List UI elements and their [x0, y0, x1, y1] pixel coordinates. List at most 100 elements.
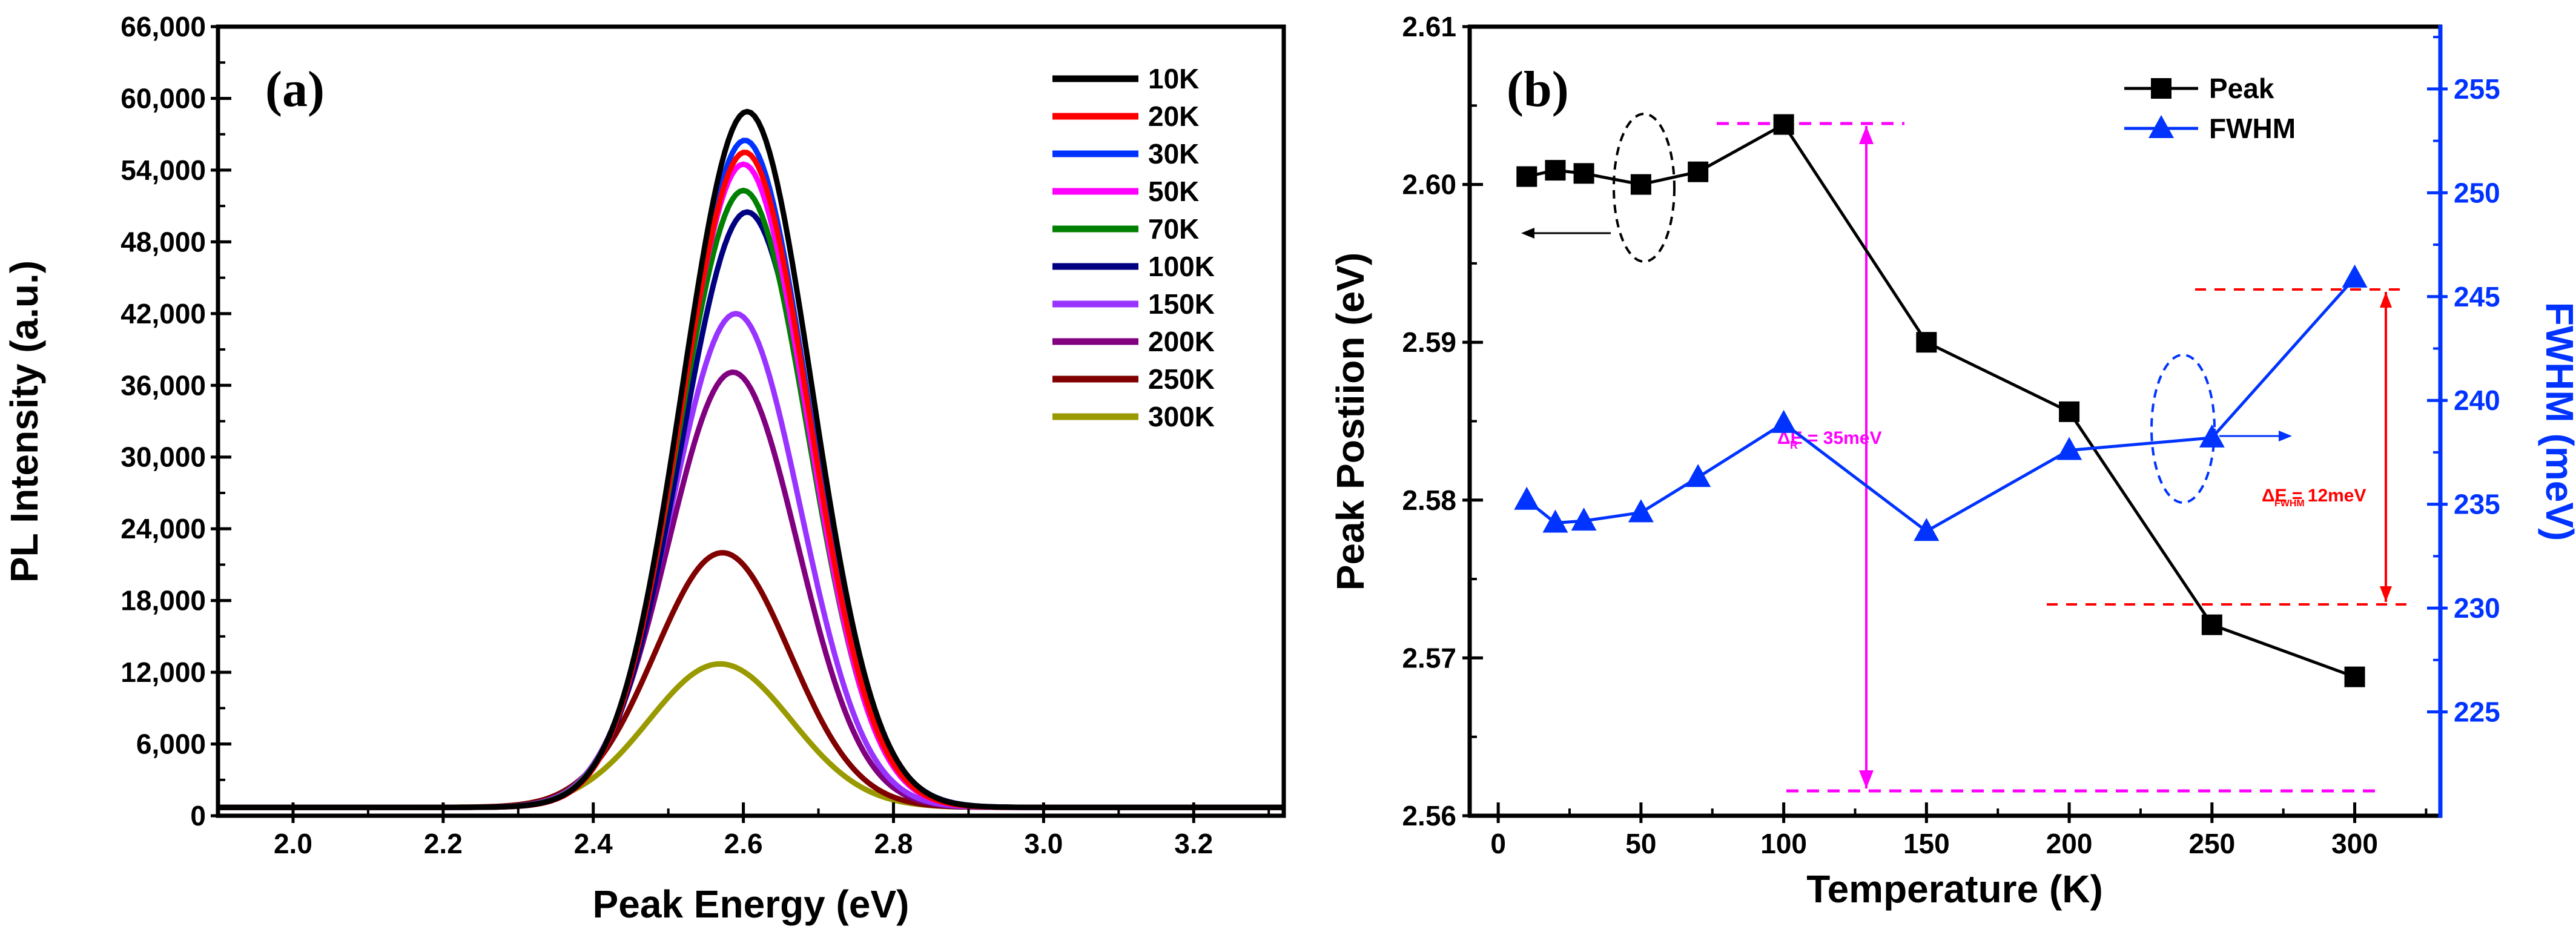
legend-label-250K: 250K	[1148, 363, 1215, 395]
y-tick-label: 2.61	[1402, 11, 1456, 42]
peak-marker	[1773, 114, 1794, 135]
y-tick-label: 6,000	[136, 729, 206, 760]
panel-a-x-axis-title: Peak Energy (eV)	[593, 882, 910, 926]
fwhm-marker	[1542, 509, 1568, 533]
y-tick-label: 2.60	[1402, 169, 1456, 200]
panel-b-left-y-ticks: 2.56 2.57 2.58 2.59 2.60 2.61	[1402, 11, 1483, 831]
x-tick-label: 200	[2046, 828, 2093, 859]
x-tick-label: 150	[1903, 828, 1950, 859]
pl-curve-10K	[218, 108, 1284, 810]
legend-label-fwhm: FWHM	[2209, 113, 2296, 144]
delta-efwhm-subscript: FWHM	[2274, 498, 2305, 509]
legend-label-50K: 50K	[1148, 176, 1199, 207]
legend-label-100K: 100K	[1148, 251, 1215, 282]
y-tick-label: 66,000	[121, 11, 206, 42]
fwhm-marker	[1685, 464, 1711, 488]
peak-marker	[1573, 163, 1594, 184]
y2-tick-label: 250	[2454, 177, 2500, 208]
legend-marker-peak	[2151, 78, 2171, 99]
peak-marker	[1545, 160, 1566, 181]
y-tick-label: 60,000	[121, 82, 206, 114]
y-tick-label: 18,000	[121, 585, 206, 616]
peak-marker	[1688, 161, 1709, 182]
y-tick-label: 2.58	[1402, 484, 1456, 516]
y-tick-label: 2.56	[1402, 800, 1456, 831]
y2-tick-label: 255	[2454, 73, 2500, 105]
panel-b-right-y-ticks: 225 230 235 240 245 250 255	[2427, 36, 2500, 728]
legend-label-200K: 200K	[1148, 326, 1215, 357]
x-tick-label: 100	[1760, 828, 1807, 859]
peak-marker	[2344, 666, 2365, 687]
fwhm-axis-arrow-head	[2279, 431, 2292, 441]
fwhm-axis-ellipse	[2150, 354, 2216, 504]
delta-er-arrow-down-head	[1859, 770, 1874, 788]
pl-curve-200K	[218, 369, 1284, 810]
panel-b-temperature-dependence: ΔE = 35meV R ΔE = 12meV FWHM 2.56	[1329, 11, 2576, 911]
y2-tick-label: 245	[2454, 281, 2500, 312]
peak-marker	[1916, 332, 1937, 353]
x-tick-label: 250	[2188, 828, 2235, 859]
legend-marker-fwhm	[2148, 115, 2174, 138]
delta-efwhm-arrow-up-head	[2380, 292, 2392, 308]
panel-a-pl-spectra: 0 6,000 12,000 18,000 24,000 30,000 36,000 42,0…	[2, 11, 1286, 926]
peak-marker	[1630, 174, 1651, 195]
y2-tick-label: 230	[2454, 592, 2500, 624]
legend-label-150K: 150K	[1148, 288, 1215, 320]
panel-b-legend: Peak FWHM	[2124, 73, 2296, 144]
panel-b-y2-axis-title: FWHM (meV)	[2538, 302, 2576, 541]
panel-b-series	[1514, 114, 2368, 687]
y2-tick-label: 225	[2454, 696, 2500, 728]
series-line-peak	[1526, 122, 2356, 679]
peak-axis-ellipse	[1613, 113, 1676, 263]
y-tick-label: 2.59	[1402, 326, 1456, 358]
fwhm-marker	[2199, 424, 2225, 448]
legend-label-peak: Peak	[2209, 73, 2274, 104]
peak-marker	[1516, 166, 1537, 187]
panel-a-y-axis-title: PL Intensity (a.u.)	[2, 260, 46, 583]
legend-label-20K: 20K	[1148, 101, 1199, 132]
y-tick-label: 42,000	[121, 298, 206, 329]
peak-marker	[2201, 614, 2222, 635]
y-tick-label: 24,000	[121, 513, 206, 544]
fwhm-marker	[1628, 499, 1654, 523]
panel-a-y-ticks: 0 6,000 12,000 18,000 24,000 30,000 36,000 42,0…	[121, 11, 231, 831]
delta-efwhm-label: ΔE = 12meV	[2262, 486, 2366, 506]
fwhm-marker	[1914, 518, 1940, 541]
pl-curve-50K	[218, 161, 1284, 810]
pl-curve-20K	[218, 150, 1284, 810]
delta-er-arrow-up-head	[1859, 126, 1874, 144]
x-tick-label: 2.0	[274, 828, 312, 859]
x-tick-label: 2.6	[724, 828, 763, 859]
panel-b-x-ticks: 0 50 100 150 200 250 300	[1490, 802, 2428, 859]
pl-curves	[218, 108, 1284, 810]
fwhm-marker	[1514, 486, 1540, 510]
panel-b-x-axis-title: Temperature (K)	[1806, 867, 2103, 911]
fwhm-marker	[1571, 507, 1597, 531]
x-tick-label: 300	[2331, 828, 2378, 859]
peak-axis-arrow-head	[1521, 228, 1534, 239]
pl-curve-30K	[218, 137, 1284, 810]
x-tick-label: 2.8	[874, 828, 913, 859]
fwhm-marker	[2056, 437, 2082, 460]
panel-b-annotations: ΔE = 35meV R ΔE = 12meV FWHM	[1521, 113, 2407, 793]
x-tick-label: 3.2	[1174, 828, 1213, 859]
x-tick-label: 0	[1490, 828, 1506, 859]
series-line-fwhm	[1525, 277, 2356, 534]
delta-er-subscript: R	[1790, 439, 1798, 451]
panel-a-label: (a)	[265, 61, 325, 117]
peak-marker	[2059, 401, 2080, 422]
pl-curve-300K	[218, 661, 1284, 810]
legend-label-10K: 10K	[1148, 63, 1199, 94]
fwhm-marker	[1771, 409, 1797, 433]
delta-efwhm-arrow-down-head	[2380, 586, 2392, 602]
panel-a-x-ticks: 2.0 2.2 2.4 2.6 2.8 3.0 3.2	[274, 802, 1270, 859]
x-tick-label: 50	[1625, 828, 1656, 859]
y2-tick-label: 240	[2454, 385, 2500, 416]
legend-label-300K: 300K	[1148, 401, 1215, 432]
pl-curve-70K	[218, 188, 1284, 810]
legend-label-70K: 70K	[1148, 213, 1199, 245]
y-tick-label: 30,000	[121, 441, 206, 473]
legend-label-30K: 30K	[1148, 138, 1199, 170]
y-tick-label: 12,000	[121, 656, 206, 688]
